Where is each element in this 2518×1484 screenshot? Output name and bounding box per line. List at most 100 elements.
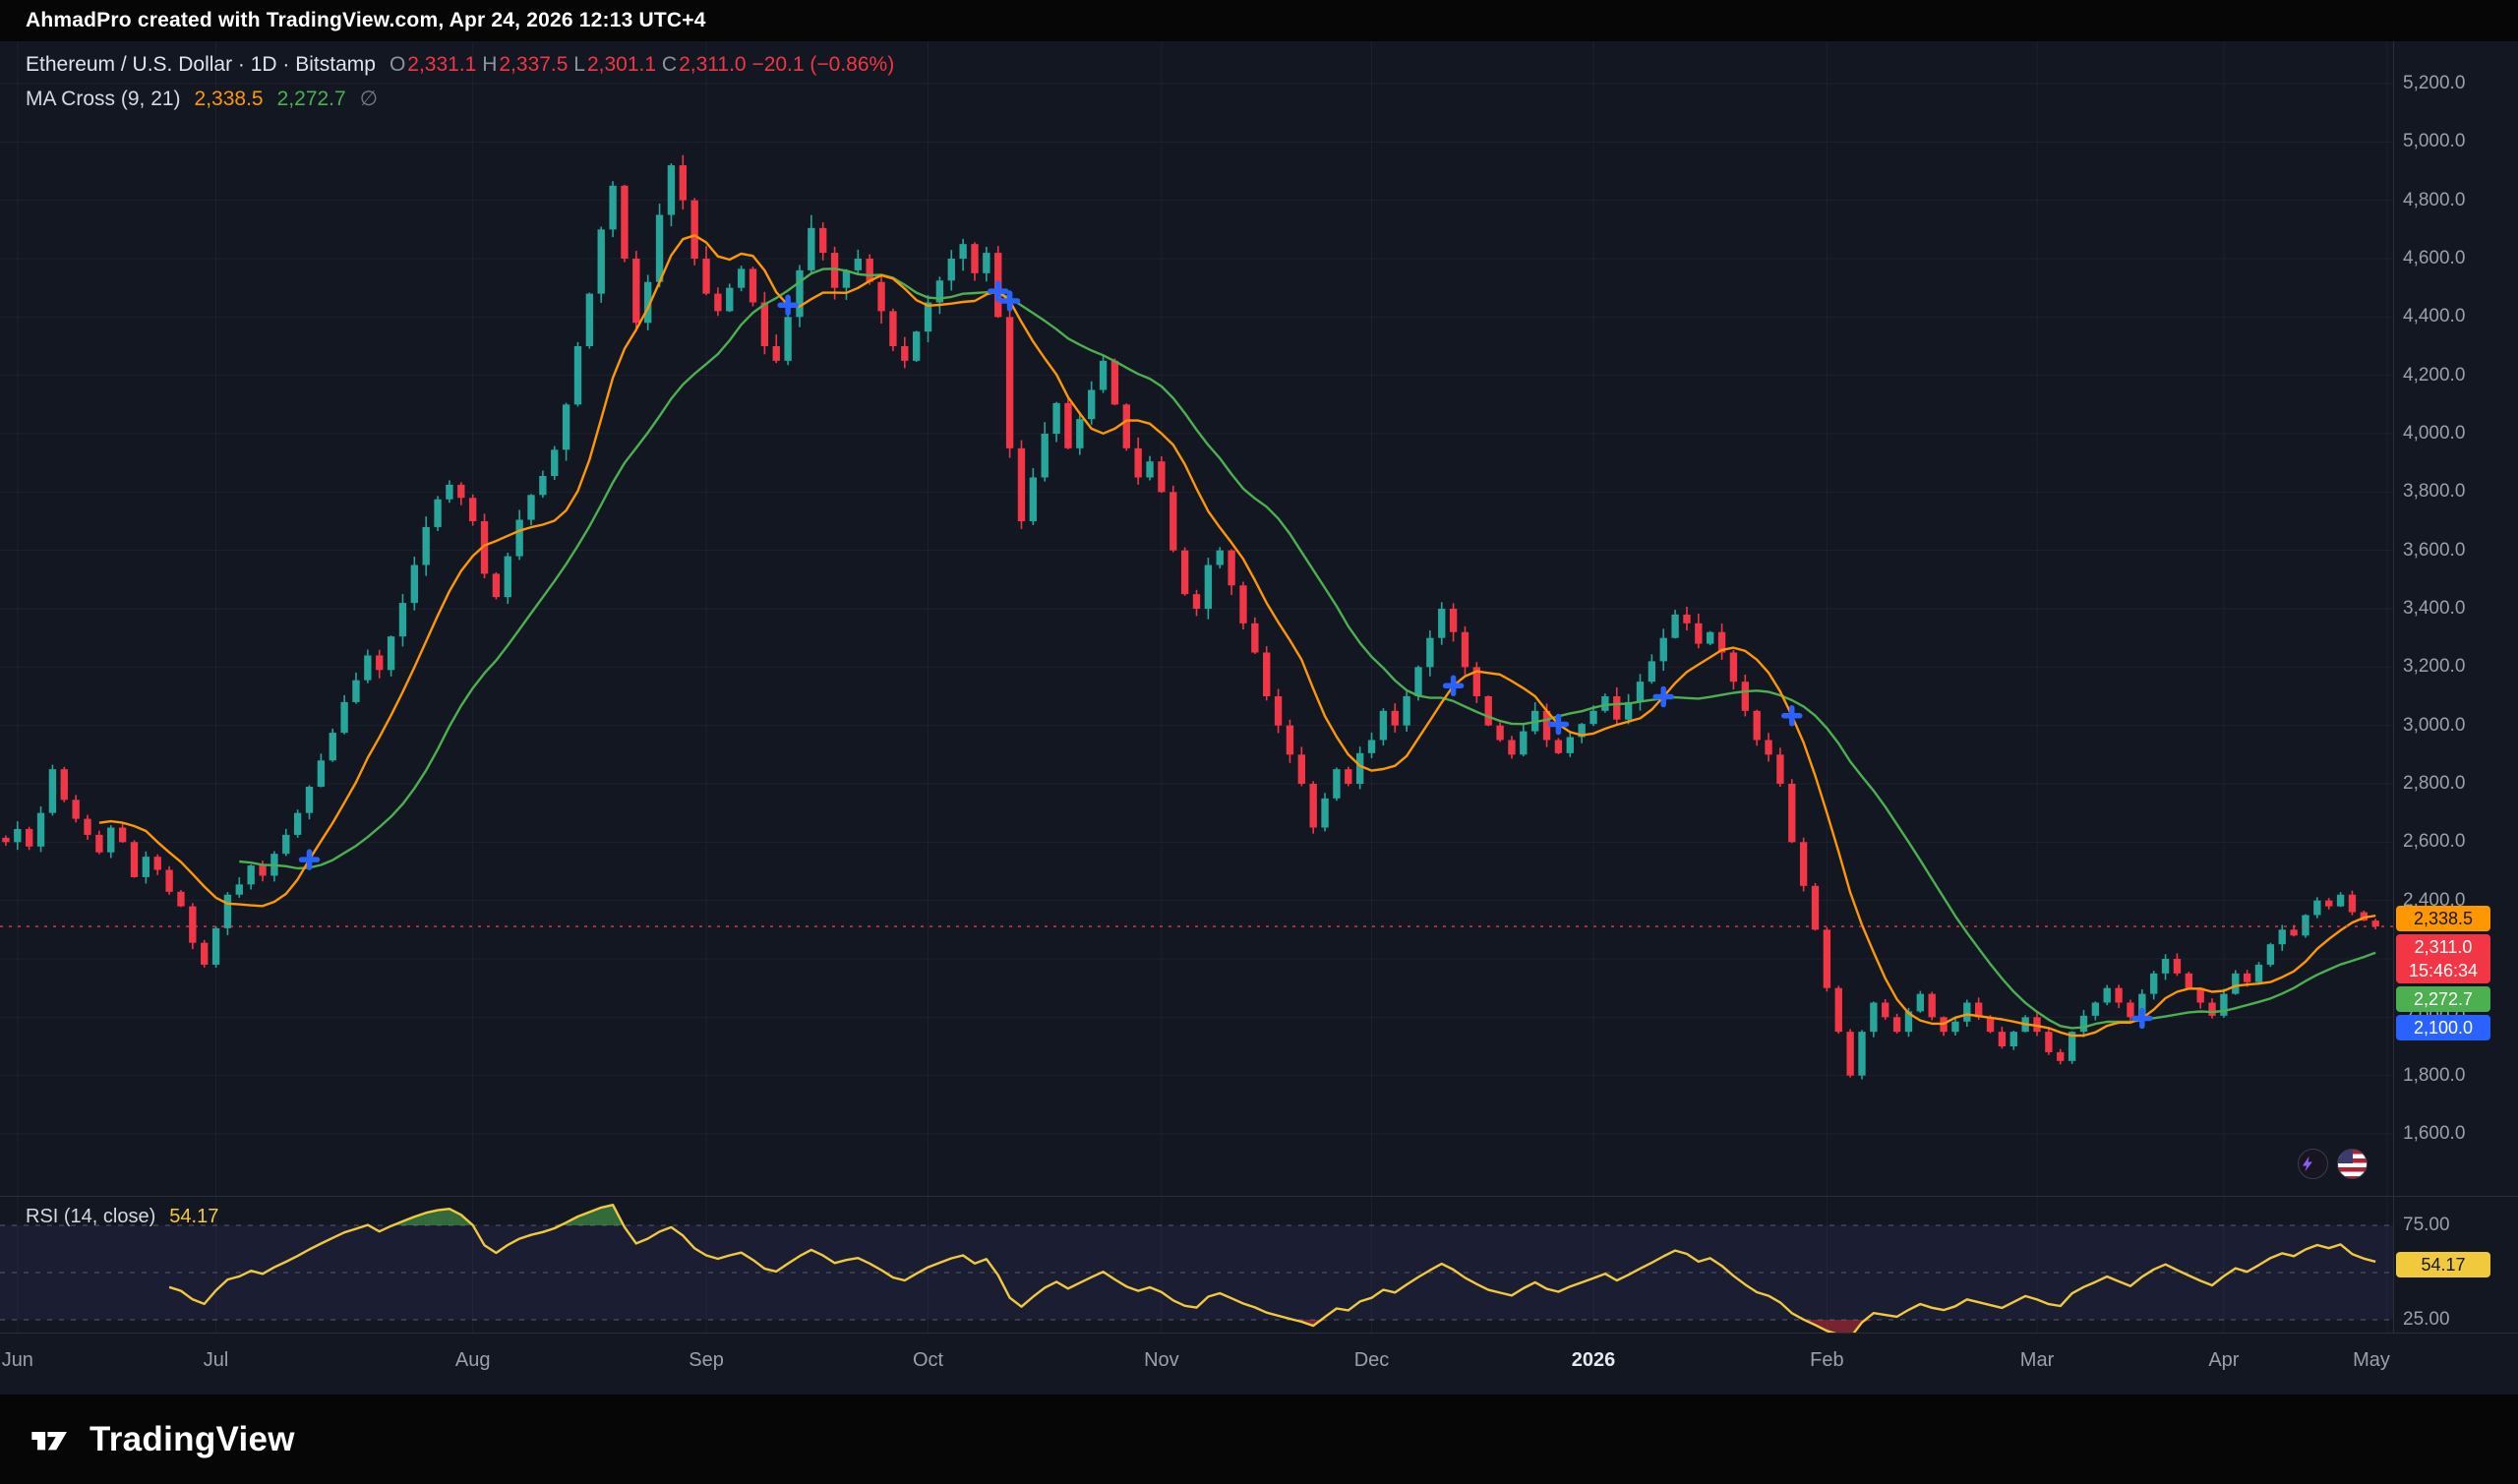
candle bbox=[2336, 892, 2345, 908]
chart-action-icons bbox=[2298, 1149, 2368, 1179]
candle bbox=[36, 805, 45, 853]
ma21-line bbox=[239, 267, 2376, 1030]
candle bbox=[1146, 455, 1154, 481]
candle bbox=[2302, 914, 2309, 938]
price-chart[interactable] bbox=[0, 41, 2393, 1196]
candle bbox=[1204, 558, 1213, 620]
candle bbox=[211, 925, 220, 968]
candle bbox=[1531, 702, 1539, 735]
price-tick-label: 4,600.0 bbox=[2403, 248, 2466, 268]
time-axis-label: Jun bbox=[1, 1349, 33, 1371]
candle bbox=[235, 877, 243, 898]
candle bbox=[2232, 970, 2240, 995]
time-axis[interactable] bbox=[0, 1333, 2518, 1395]
candle bbox=[1029, 467, 1038, 525]
time-axis-label: Feb bbox=[1810, 1349, 1844, 1371]
candle bbox=[1729, 650, 1738, 690]
candle bbox=[796, 265, 804, 327]
price-tick-label: 4,000.0 bbox=[2403, 423, 2466, 444]
candle bbox=[1554, 738, 1563, 754]
candle bbox=[597, 226, 605, 303]
candle bbox=[95, 830, 103, 855]
candle bbox=[2360, 910, 2368, 921]
symbol-legend[interactable]: Ethereum / U.S. Dollar · 1D · Bitstamp O… bbox=[26, 53, 894, 77]
candle bbox=[1776, 747, 1784, 788]
candle bbox=[457, 482, 465, 505]
candle bbox=[60, 766, 68, 802]
ma9-price-badge[interactable]: 2,338.5 bbox=[2396, 905, 2490, 931]
last-price-badge[interactable]: 2,311.0 15:46:34 bbox=[2396, 933, 2490, 983]
price-tick-label: 1,800.0 bbox=[2403, 1064, 2466, 1086]
candle bbox=[621, 184, 629, 263]
candle bbox=[1088, 381, 1096, 425]
rsi-legend[interactable]: RSI (14, close) 54.17 bbox=[26, 1206, 218, 1228]
candle bbox=[1251, 617, 1259, 654]
candle bbox=[1846, 1029, 1854, 1078]
time-axis-label: Oct bbox=[912, 1349, 944, 1371]
candle bbox=[2091, 1001, 2100, 1021]
candle bbox=[189, 903, 197, 950]
symbol-title[interactable]: Ethereum / U.S. Dollar · 1D · Bitstamp bbox=[26, 53, 376, 76]
time-axis-label: Nov bbox=[1144, 1349, 1179, 1371]
candle bbox=[1180, 547, 1189, 596]
lightning-icon[interactable] bbox=[2298, 1149, 2328, 1179]
candle bbox=[84, 814, 91, 840]
candle bbox=[142, 851, 150, 884]
candle bbox=[130, 840, 139, 878]
time-axis-label: Mar bbox=[2019, 1349, 2055, 1371]
candle bbox=[1297, 746, 1305, 787]
rsi-chart[interactable] bbox=[0, 1196, 2393, 1333]
ohlc-readout: O2,331.1 H2,337.5 L2,301.1 C2,311.0 −20.… bbox=[390, 53, 894, 77]
rsi-value-badge[interactable]: 54.17 bbox=[2396, 1251, 2490, 1277]
candle bbox=[726, 283, 734, 313]
candle bbox=[1309, 781, 1317, 834]
rsi-title[interactable]: RSI (14, close) bbox=[26, 1206, 156, 1227]
price-tick-label: 1,600.0 bbox=[2403, 1123, 2466, 1144]
candle bbox=[749, 267, 757, 307]
cross-marker bbox=[998, 290, 1021, 312]
candle bbox=[48, 764, 57, 816]
open-value: 2,331.1 bbox=[407, 53, 477, 76]
candle bbox=[2, 835, 10, 846]
high-label: H bbox=[482, 53, 498, 76]
candle bbox=[2313, 897, 2321, 919]
candle bbox=[1695, 613, 1703, 649]
candle bbox=[1578, 723, 1586, 743]
ma21-price-badge[interactable]: 2,272.7 bbox=[2396, 985, 2490, 1012]
candle bbox=[2266, 942, 2275, 968]
candle bbox=[1858, 1030, 1866, 1080]
candle bbox=[1216, 547, 1224, 568]
rsi-line bbox=[168, 1204, 2376, 1333]
candle bbox=[1192, 589, 1201, 617]
candle bbox=[1403, 690, 1410, 733]
candle bbox=[1916, 990, 1925, 1013]
tradingview-logo[interactable] bbox=[30, 1422, 75, 1457]
candle bbox=[2254, 962, 2263, 984]
attribution-bar: AhmadPro created with TradingView.com, A… bbox=[0, 0, 2518, 41]
ma-cross-title[interactable]: MA Cross (9, 21) bbox=[26, 88, 181, 110]
candle bbox=[1648, 654, 1656, 684]
candle bbox=[854, 249, 862, 274]
pane-resize-handle[interactable] bbox=[0, 1196, 2518, 1197]
candle bbox=[492, 571, 501, 600]
candle bbox=[1169, 485, 1177, 553]
time-axis-divider bbox=[0, 1333, 2518, 1334]
candle bbox=[2325, 898, 2333, 910]
candle bbox=[201, 939, 209, 968]
alert-level-badge[interactable]: 2,100.0 bbox=[2396, 1014, 2490, 1040]
candle bbox=[1520, 723, 1528, 757]
price-tick-label: 2,800.0 bbox=[2403, 773, 2466, 794]
candle bbox=[1951, 1016, 1959, 1036]
cross-marker bbox=[298, 849, 321, 870]
candle bbox=[1286, 719, 1294, 763]
cross-marker bbox=[2131, 1007, 2153, 1030]
candle bbox=[1659, 628, 1667, 672]
candle bbox=[25, 826, 33, 851]
candle bbox=[1122, 403, 1130, 451]
candle bbox=[690, 198, 698, 266]
ma-cross-legend[interactable]: MA Cross (9, 21) 2,338.5 2,272.7 ∅ bbox=[26, 87, 378, 111]
tradingview-wordmark[interactable]: TradingView bbox=[90, 1419, 295, 1458]
us-flag-icon[interactable] bbox=[2337, 1149, 2368, 1179]
candle bbox=[1110, 358, 1119, 406]
candle bbox=[1484, 695, 1492, 727]
